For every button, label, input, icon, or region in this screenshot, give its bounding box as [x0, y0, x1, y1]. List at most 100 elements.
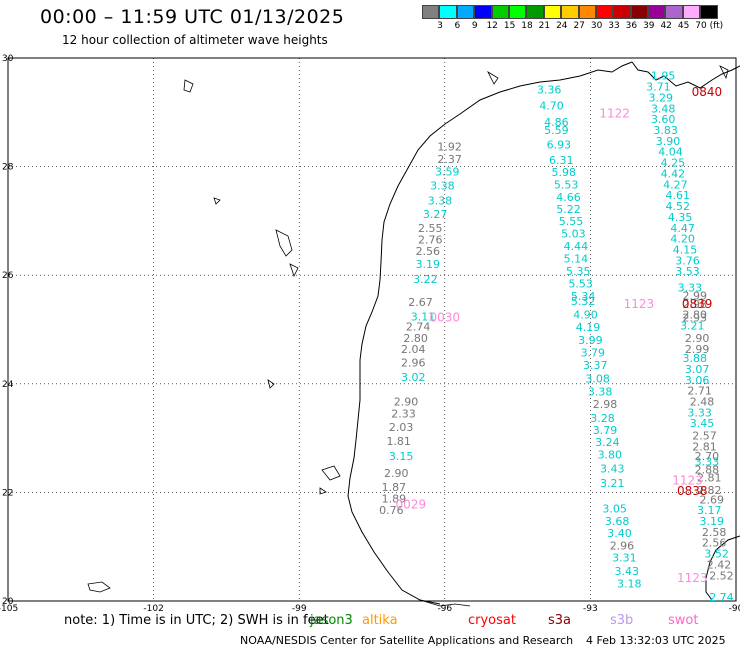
color-scale-swatch: [700, 5, 718, 19]
wave-height-value: 2.74: [709, 591, 734, 604]
color-scale-label: 36: [625, 21, 638, 31]
color-scale-swatch: [508, 5, 527, 19]
color-scale-label: 24: [556, 21, 568, 31]
wave-height-value: 3.79: [593, 424, 618, 437]
wave-height-value: 3.21: [600, 477, 625, 490]
pass-time-label: 1123: [677, 571, 708, 585]
color-scale-swatch: [526, 5, 544, 19]
map-title: 00:00 – 11:59 UTC 01/13/2025: [40, 6, 345, 28]
altimeter-tracks: 1.922.372.552.762.562.672.742.802.042.96…: [379, 70, 734, 604]
wave-height-value: 4.47: [670, 222, 695, 235]
wave-height-value: 2.98: [682, 298, 707, 311]
lake-outline: [87, 581, 111, 593]
lat-label: 30: [2, 54, 14, 64]
wave-height-value: 3.80: [598, 449, 623, 462]
coastline-inner: [419, 599, 471, 607]
axis-labels: -105 -102 -99 -96 -93 -90 30 28 26 24 22 20: [0, 54, 740, 614]
wave-height-value: 4.90: [573, 309, 598, 322]
wave-height-value: 4.66: [556, 191, 581, 204]
wave-height-value: 2.56: [702, 537, 727, 550]
pass-time-label: 0840: [692, 85, 723, 99]
wave-height-value: 4.70: [539, 100, 564, 113]
wave-height-value: 2.70: [695, 450, 720, 463]
wave-height-value: 5.34: [571, 290, 596, 303]
wave-height-value: 2.90: [394, 396, 419, 409]
wave-height-value: 3.90: [656, 135, 681, 148]
wave-height-value: 2.55: [418, 222, 443, 235]
wave-height-value: 3.99: [578, 334, 603, 347]
map-subtitle: 12 hour collection of altimeter wave hei…: [62, 33, 328, 47]
lake-outline: [183, 79, 194, 93]
pass-time-label: 1122: [599, 107, 630, 121]
pass-time-label: 0030: [430, 310, 461, 324]
wave-height-value: 1.95: [651, 70, 676, 83]
color-scale-swatch: [543, 5, 562, 19]
wave-height-value: 2.57: [692, 430, 717, 443]
footer-credit: NOAA/NESDIS Center for Satellite Applica…: [240, 634, 574, 647]
wave-height-value: 2.80: [682, 309, 707, 322]
wave-height-value: 2.96: [401, 356, 426, 369]
wave-height-value: 3.33: [695, 455, 720, 468]
color-scale-label: 3: [437, 21, 443, 31]
wave-height-value: 5.35: [566, 265, 591, 278]
wave-height-value: 1.92: [437, 140, 462, 153]
lake-outline: [487, 70, 499, 85]
wave-height-value: 4.04: [658, 146, 683, 159]
lon-label: -102: [143, 604, 163, 614]
wave-height-value: 5.03: [561, 228, 586, 241]
color-scale-label: 6: [454, 21, 461, 31]
wave-height-value: 2.67: [408, 296, 433, 309]
wave-height-value: 4.52: [666, 200, 691, 213]
color-scale-label: 15: [503, 21, 516, 31]
wave-height-value: 3.45: [690, 417, 715, 430]
wave-height-value: 4.61: [666, 189, 691, 202]
wave-height-value: 3.38: [588, 386, 613, 399]
lat-label: 20: [2, 597, 14, 607]
wave-height-value: 2.48: [690, 396, 715, 409]
footer-timestamp: 4 Feb 13:32:03 UTC 2025: [586, 634, 726, 647]
wave-height-value: 2.04: [401, 343, 426, 356]
color-scale-label: 70: [695, 21, 707, 31]
color-scale-swatch: [648, 5, 666, 19]
wave-height-value: 2.80: [403, 332, 428, 345]
wave-height-value: 4.20: [670, 233, 695, 246]
color-scale-swatch: [682, 5, 701, 19]
wave-height-value: 3.02: [401, 371, 426, 384]
note-text: note: 1) Time is in UTC; 2) SWH is in fe…: [64, 613, 329, 628]
wave-height-value: 3.22: [413, 273, 438, 286]
lake-outline: [319, 487, 327, 495]
color-scale-unit: (ft): [709, 21, 724, 31]
wave-height-value: 3.33: [678, 281, 703, 294]
lon-label: -90: [729, 604, 740, 614]
wave-height-value: 3.33: [687, 406, 712, 419]
wave-height-value: 2.93: [682, 311, 707, 324]
color-scale-swatch: [422, 5, 440, 19]
wave-height-value: 3.48: [651, 102, 676, 115]
color-scale-label: 27: [573, 21, 585, 31]
color-scale-swatch: [561, 5, 579, 19]
color-scale-label: 18: [521, 21, 533, 31]
lake-outline: [275, 229, 293, 257]
wave-height-value: 3.31: [612, 551, 637, 564]
wave-height-value: 2.74: [406, 321, 431, 334]
wave-height-value: 2.82: [697, 484, 722, 497]
lake-outline: [719, 65, 729, 80]
wave-height-value: 3.83: [653, 124, 678, 137]
wave-height-value: 3.53: [675, 265, 700, 278]
wave-height-value: 3.24: [595, 436, 620, 449]
satellite-legend-altika: altika: [362, 613, 398, 628]
wave-height-value: 3.28: [590, 412, 615, 425]
wave-height-value: 4.86: [544, 116, 569, 129]
color-scale-swatch: [578, 5, 596, 19]
wave-height-value: 3.68: [605, 515, 630, 528]
yucatan-coast: [705, 535, 740, 601]
wave-height-value: 3.38: [428, 195, 453, 208]
wave-height-value: 3.19: [416, 258, 441, 271]
wave-height-value: 4.42: [661, 167, 686, 180]
wave-height-value: 3.40: [607, 527, 632, 540]
color-scale-swatch: [491, 5, 509, 19]
wave-height-value: 3.71: [646, 81, 671, 94]
wave-height-value: 6.31: [549, 154, 574, 167]
satellite-legend-jason3: jason3: [310, 613, 353, 628]
wave-height-value: 2.99: [682, 290, 707, 303]
